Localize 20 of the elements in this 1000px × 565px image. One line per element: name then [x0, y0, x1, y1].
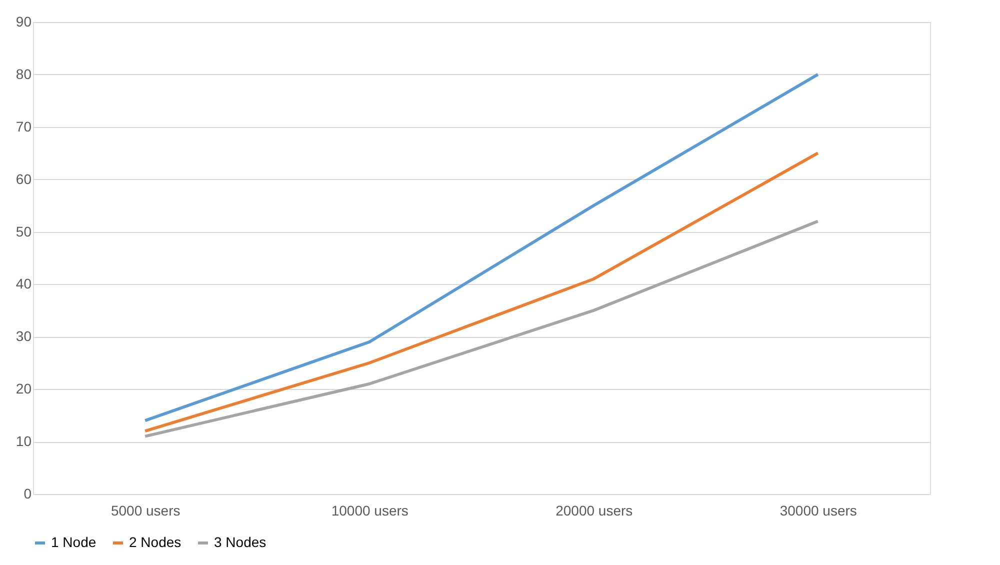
- y-tick-label: 40: [16, 276, 32, 292]
- y-tick-label: 30: [16, 328, 32, 344]
- y-tick-label: 80: [16, 66, 32, 82]
- x-tick-label: 20000 users: [556, 502, 633, 518]
- line-series: [144, 220, 820, 438]
- y-tick-label: 10: [16, 433, 32, 450]
- x-tick-label: 10000 users: [331, 502, 408, 518]
- legend-label: 3 Nodes: [214, 534, 266, 550]
- x-tick-label: 5000 users: [110, 502, 180, 518]
- legend-label: 2 Nodes: [129, 534, 182, 550]
- y-tick-label: 20: [16, 380, 32, 397]
- y-tick-label: 90: [16, 14, 32, 30]
- y-tick-label: 0: [24, 486, 32, 502]
- line-series: [144, 152, 820, 433]
- legend-label: 1 Node: [51, 534, 96, 550]
- x-tick-label: 30000 users: [780, 502, 857, 518]
- y-tick-label: 60: [16, 170, 32, 187]
- y-tick-label: 70: [16, 118, 32, 134]
- y-tick-label: 50: [16, 223, 32, 240]
- line-series: [144, 72, 820, 422]
